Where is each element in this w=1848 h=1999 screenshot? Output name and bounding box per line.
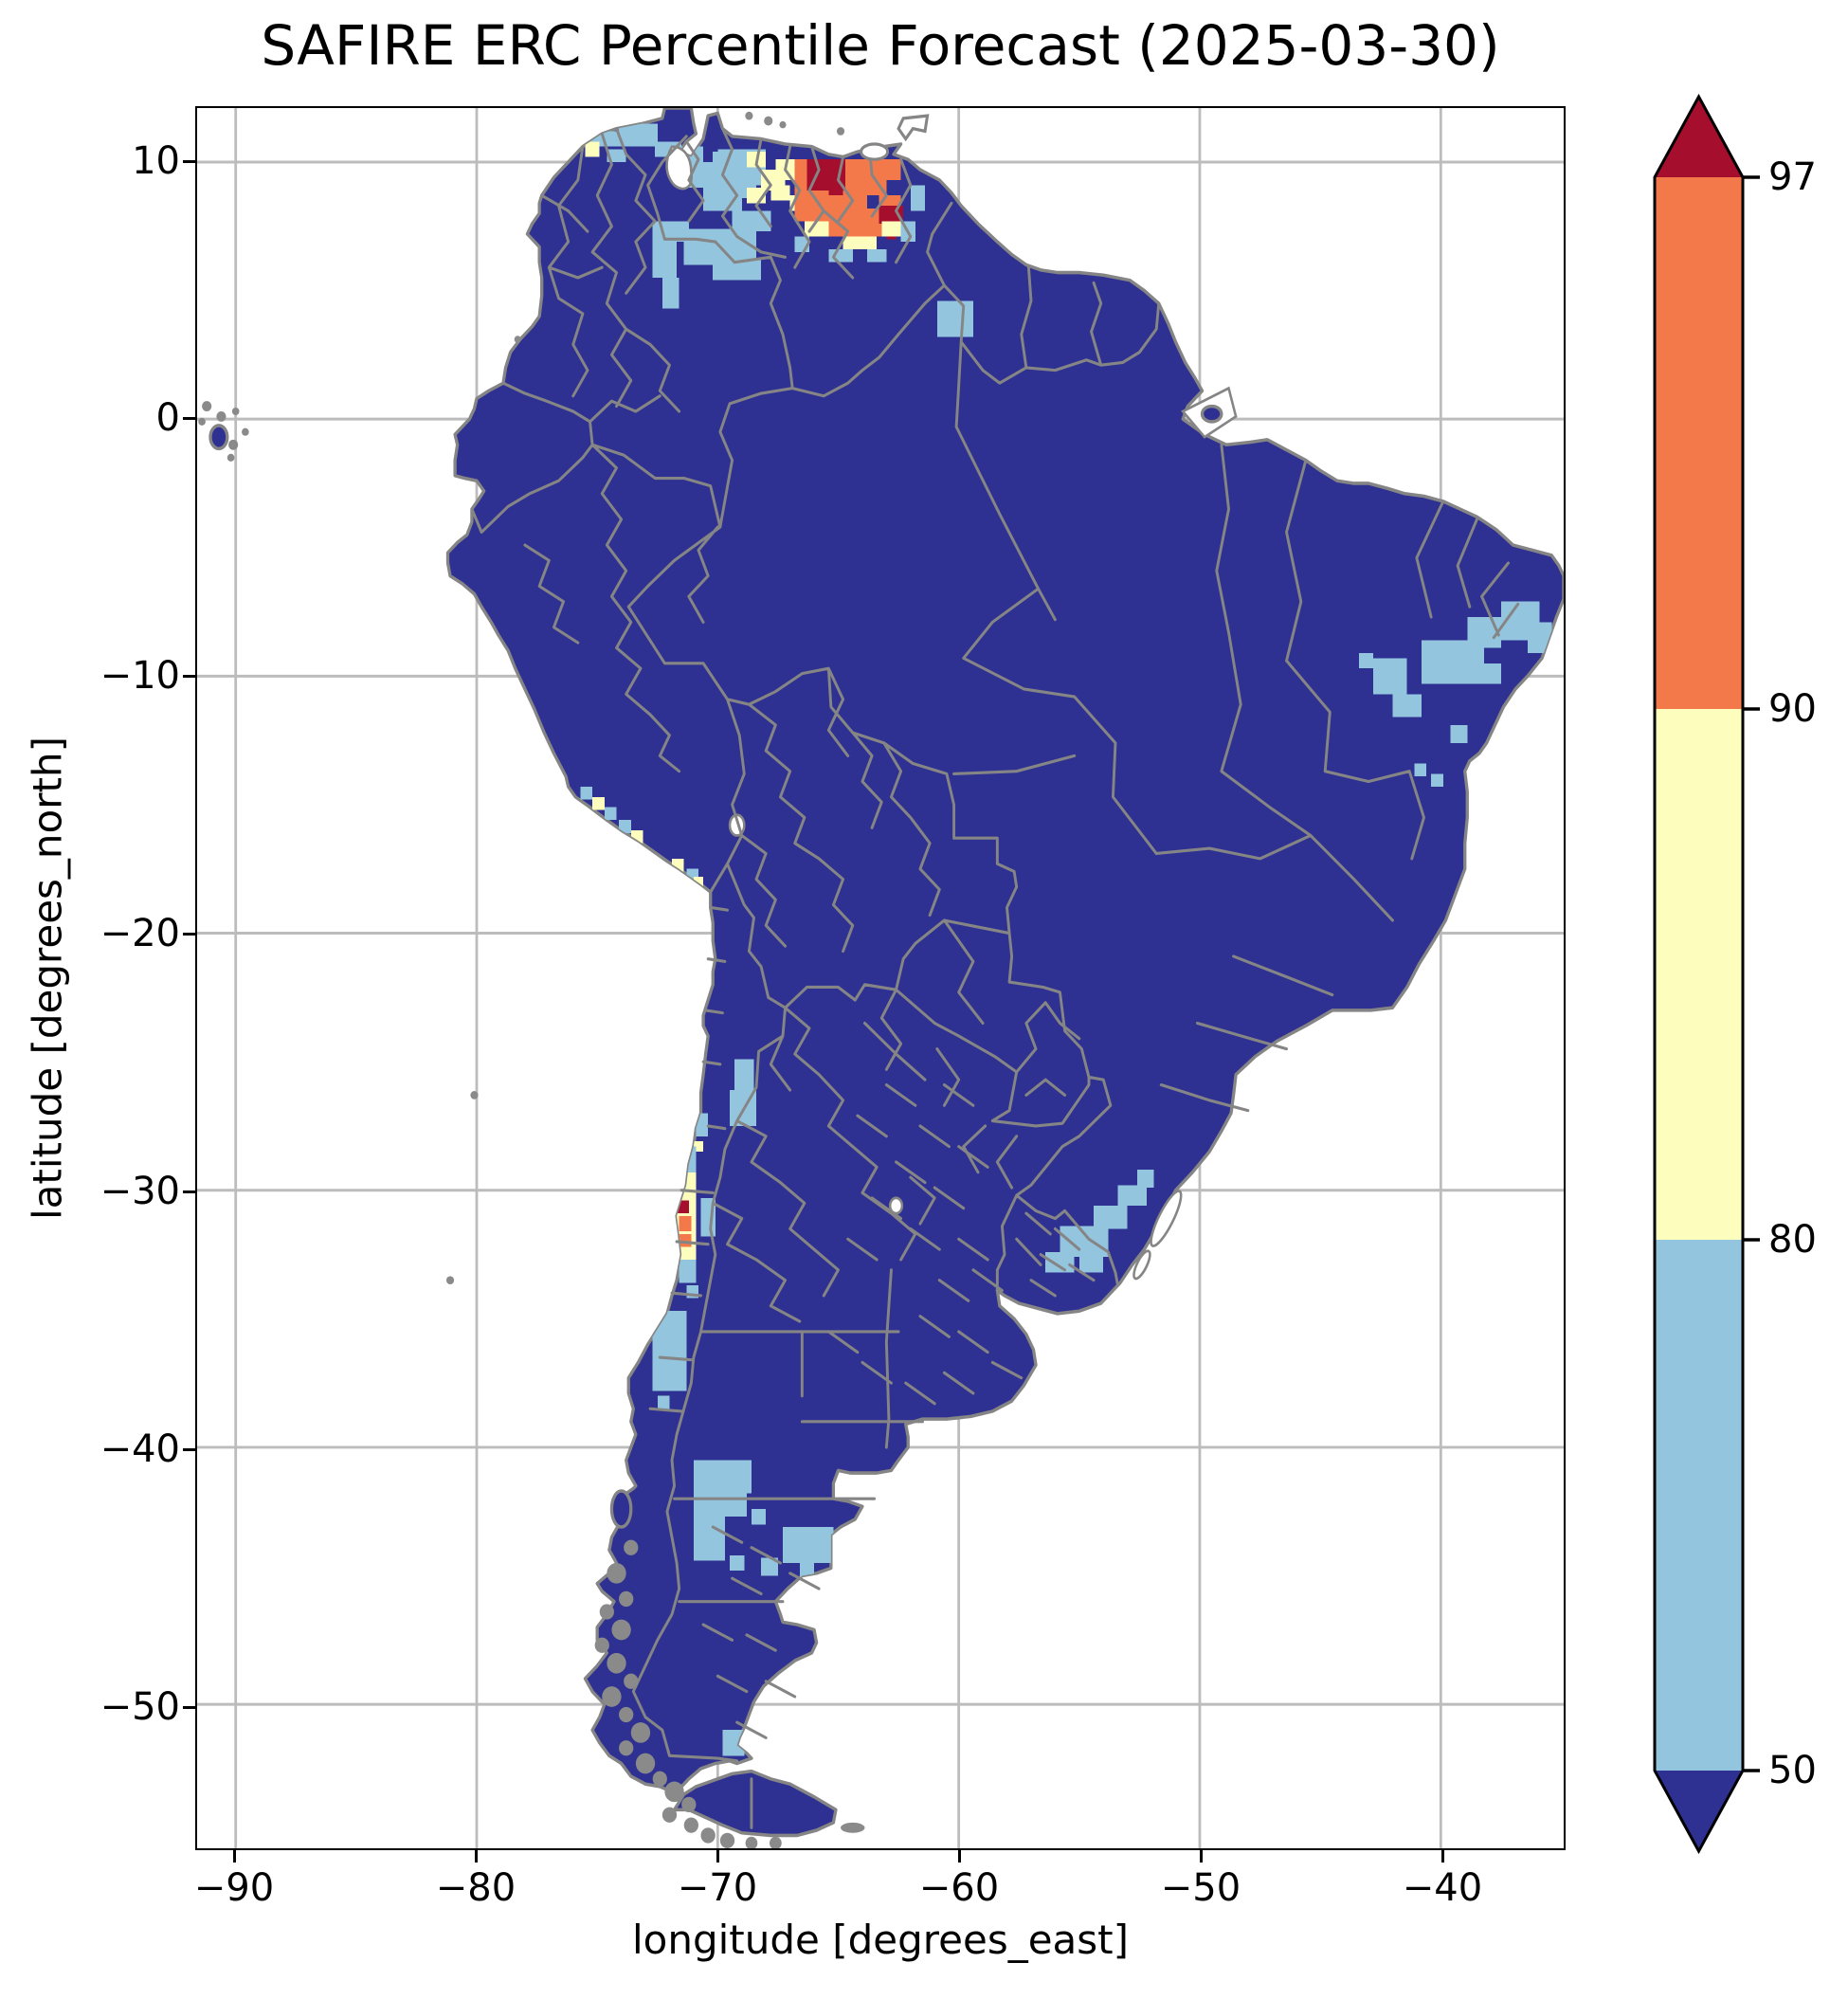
caribbean-islands — [745, 111, 930, 161]
colorbar-tick-label: 50 — [1768, 1749, 1817, 1792]
y-tickmark — [183, 932, 196, 936]
x-tickmark — [957, 1849, 961, 1863]
gorgona-island — [514, 336, 521, 343]
colorbar-segment-80-90 — [1655, 709, 1743, 1240]
south-america-map — [197, 108, 1564, 1848]
y-tick-label: −40 — [100, 1427, 180, 1471]
x-tickmark — [474, 1849, 478, 1863]
x-tick-label: −80 — [435, 1866, 516, 1910]
x-tickmark — [232, 1849, 236, 1863]
y-tickmark — [183, 159, 196, 163]
y-tickmark — [183, 416, 196, 420]
y-tickmark — [183, 1190, 196, 1193]
x-tick-label: −60 — [918, 1866, 1000, 1910]
x-axis-label: longitude [degrees_east] — [631, 1917, 1130, 1963]
y-tickmark — [183, 674, 196, 678]
colorbar-extend-above-97 — [1655, 97, 1743, 177]
marajo-island — [1200, 404, 1223, 424]
x-tickmark — [716, 1849, 719, 1863]
islands-and-fjords — [198, 111, 930, 1848]
colorbar-tick-label: 80 — [1768, 1218, 1817, 1262]
y-tickmark — [183, 1705, 196, 1709]
x-tick-label: −40 — [1402, 1866, 1483, 1910]
colorbar-tick-label: 90 — [1768, 687, 1817, 731]
colorbar-extend-below-50 — [1655, 1771, 1743, 1851]
tierra-del-fuego-island — [672, 1769, 838, 1838]
san-felix-island — [470, 1091, 479, 1099]
lakes — [665, 145, 1238, 1281]
y-tickmark — [183, 1447, 196, 1451]
y-tick-label: 0 — [155, 396, 180, 440]
patagonian-fjord-archipelago — [594, 1539, 865, 1848]
x-tick-label: −70 — [677, 1866, 758, 1910]
x-tickmark — [1199, 1849, 1203, 1863]
colorbar-segment-90-97 — [1655, 177, 1743, 709]
y-tick-label: 10 — [132, 139, 180, 183]
colorbar-tick-label: 97 — [1768, 155, 1817, 199]
chart-title: SAFIRE ERC Percentile Forecast (2025-03-… — [261, 13, 1500, 78]
x-tick-label: −50 — [1160, 1866, 1241, 1910]
y-tick-label: −30 — [100, 1170, 180, 1213]
y-tick-label: −20 — [100, 912, 180, 955]
colorbar — [1653, 93, 1760, 1855]
x-tick-label: −90 — [193, 1866, 275, 1910]
admin-boundaries — [470, 127, 1520, 1829]
margarita-island — [860, 142, 890, 161]
map-plot-area — [195, 106, 1566, 1850]
x-tickmark — [1440, 1849, 1444, 1863]
colorbar-segment-50-80 — [1655, 1240, 1743, 1771]
y-tick-label: −10 — [100, 654, 180, 698]
chiloe-island — [609, 1489, 633, 1529]
trinidad-island — [897, 114, 930, 142]
juan-fernandez-island — [445, 1276, 455, 1284]
percentile-raster-cells — [580, 123, 1552, 1756]
galapagos-islands — [198, 401, 249, 462]
isla-de-los-estados — [841, 1822, 865, 1833]
y-tick-label: −50 — [100, 1685, 180, 1729]
y-axis-label: latitude [degrees_north] — [24, 736, 71, 1220]
